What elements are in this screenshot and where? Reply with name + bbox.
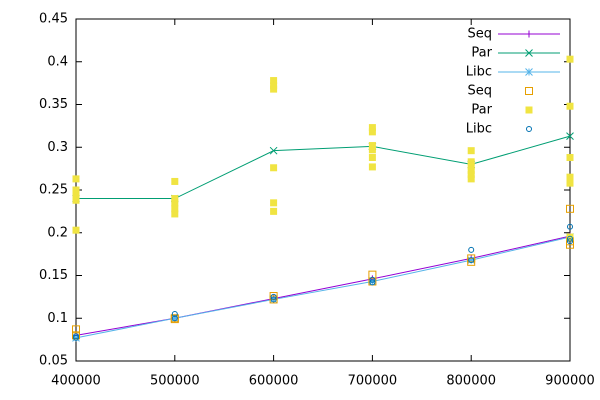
marker: [270, 296, 277, 303]
legend-marker: [525, 68, 533, 76]
marker: [368, 163, 376, 171]
y-tick-label: 0.4: [47, 54, 68, 69]
line: [75, 235, 571, 336]
legend-marker: [525, 87, 533, 95]
legend-label: Libc: [466, 122, 492, 137]
marker: [467, 175, 475, 183]
marker: [170, 314, 179, 323]
marker: [270, 164, 278, 172]
marker: [171, 315, 178, 322]
marker: [171, 177, 179, 185]
marker: [567, 235, 573, 242]
marker: [269, 295, 278, 304]
marker: [467, 166, 475, 174]
marker: [270, 77, 278, 85]
y-tick-label: 0.2: [47, 225, 68, 240]
marker: [566, 154, 574, 162]
marker: [171, 195, 179, 203]
marker: [171, 205, 179, 213]
legend-marker: [525, 30, 533, 38]
marker: [467, 147, 475, 155]
x-tick-label: 400000: [51, 374, 101, 389]
marker: [368, 142, 376, 150]
x-tick-label: 700000: [348, 374, 398, 389]
marker: [171, 199, 179, 207]
marker: [566, 55, 574, 63]
marker: [368, 146, 376, 154]
y-tick-label: 0.45: [39, 12, 68, 27]
marker: [567, 238, 573, 245]
marker: [73, 334, 79, 341]
marker: [467, 254, 476, 263]
marker: [270, 293, 277, 300]
marker: [467, 158, 475, 166]
legend-marker: [525, 106, 533, 114]
x-tick-label: 800000: [446, 374, 496, 389]
marker: [467, 162, 475, 170]
legend-label: Par: [471, 46, 492, 61]
marker: [566, 179, 574, 187]
legend-label: Seq: [467, 27, 492, 42]
marker: [72, 186, 80, 194]
marker: [269, 146, 278, 155]
y-tick-label: 0.3: [47, 140, 68, 155]
marker: [566, 204, 574, 213]
y-tick-label: 0.25: [39, 183, 68, 198]
marker: [566, 233, 574, 241]
marker: [270, 199, 278, 207]
marker: [567, 223, 573, 230]
marker: [72, 190, 80, 198]
marker: [566, 173, 574, 181]
legend-label: Libc: [466, 65, 492, 80]
marker: [369, 276, 376, 283]
marker: [171, 210, 179, 218]
marker: [368, 124, 376, 132]
plot-frame: [75, 18, 571, 362]
y-tick-label: 0.1: [47, 311, 68, 326]
legend-marker: [526, 126, 532, 132]
marker: [72, 226, 80, 234]
marker: [72, 175, 80, 183]
marker: [73, 333, 79, 340]
line: [75, 236, 571, 339]
x-tick-label: 900000: [545, 374, 595, 389]
marker: [566, 102, 574, 110]
marker: [468, 246, 475, 253]
y-tick-label: 0.15: [39, 268, 68, 283]
marker: [171, 310, 178, 317]
marker: [368, 154, 376, 162]
marker: [368, 128, 376, 136]
marker: [566, 132, 574, 140]
marker: [467, 171, 475, 179]
legend-label: Seq: [467, 84, 492, 99]
x-tick-label: 600000: [249, 374, 299, 389]
legend-marker: [525, 49, 533, 57]
marker: [270, 85, 278, 93]
x-tick-label: 500000: [150, 374, 200, 389]
line: [76, 135, 571, 200]
marker: [467, 256, 476, 264]
marker: [72, 334, 80, 342]
marker: [468, 257, 475, 264]
marker: [270, 207, 278, 215]
marker: [72, 325, 80, 334]
legend-label: Par: [471, 103, 492, 118]
y-tick-label: 0.35: [39, 97, 68, 112]
marker: [369, 279, 376, 286]
marker: [72, 196, 80, 204]
y-tick-label: 0.05: [39, 354, 68, 369]
marker: [368, 277, 377, 286]
